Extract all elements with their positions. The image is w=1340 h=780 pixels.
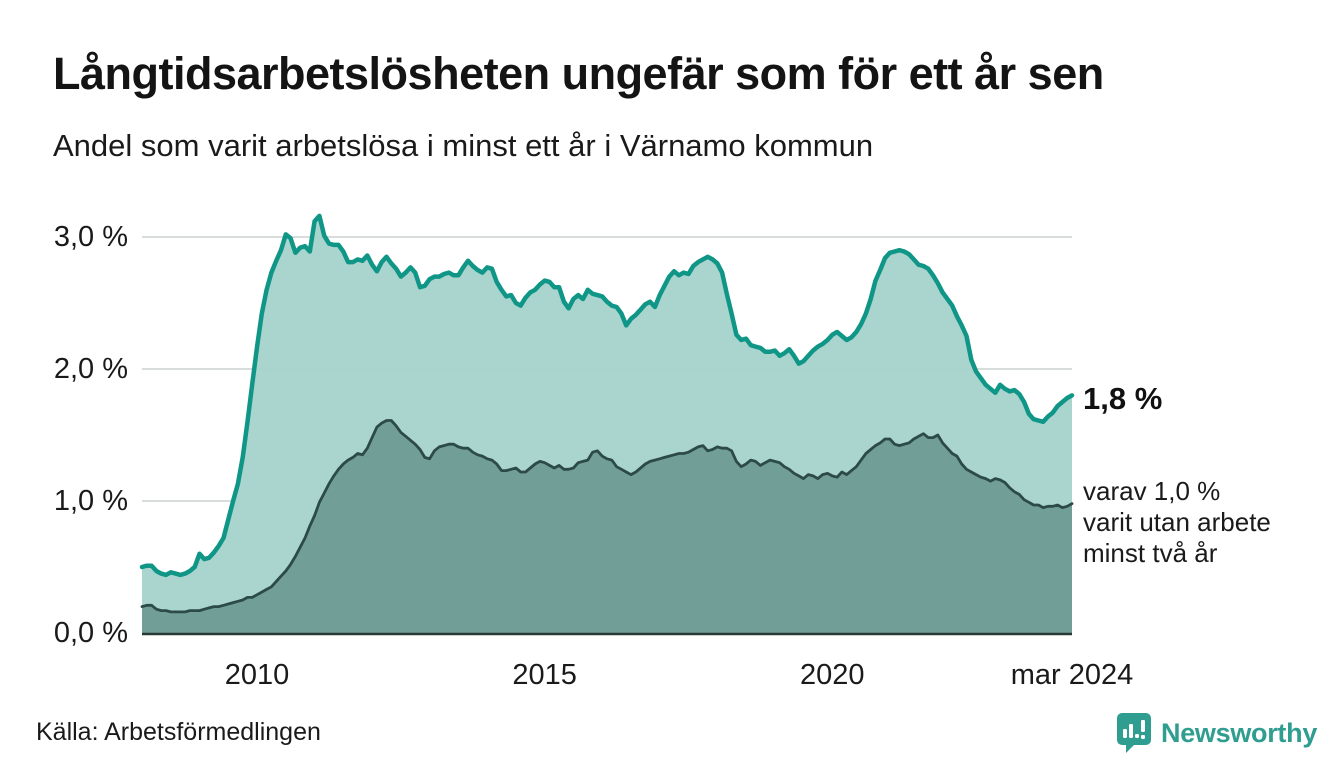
latest-value-label: 1,8 % [1083,381,1163,416]
secondary-annotation: varav 1,0 % varit utan arbete minst två … [1083,476,1271,568]
series-line-1 [140,419,1074,614]
x-tick-label: 2010 [224,659,290,691]
y-tick-label: 2,0 % [53,353,128,385]
x-tick-label: mar 2024 [1010,659,1134,691]
series-line-0 [139,213,1075,578]
page-title: Långtidsarbetslösheten ungefär som för e… [53,48,1104,99]
x-tick-label: 2015 [512,659,577,691]
newsworthy-brand: Newsworthy [1116,712,1317,754]
y-tick-label: 3,0 % [53,221,128,253]
newsworthy-logo-icon [1117,713,1151,753]
y-tick-label: 1,0 % [53,485,128,517]
source-note: Källa: Arbetsförmedlingen [36,718,321,746]
area-fill-1 [142,420,1072,633]
page-subtitle: Andel som varit arbetslösa i minst ett å… [53,128,874,163]
newsworthy-logo-text: Newsworthy [1161,717,1318,748]
x-tick-label: 2020 [800,659,865,691]
y-tick-label: 0,0 % [53,617,128,649]
